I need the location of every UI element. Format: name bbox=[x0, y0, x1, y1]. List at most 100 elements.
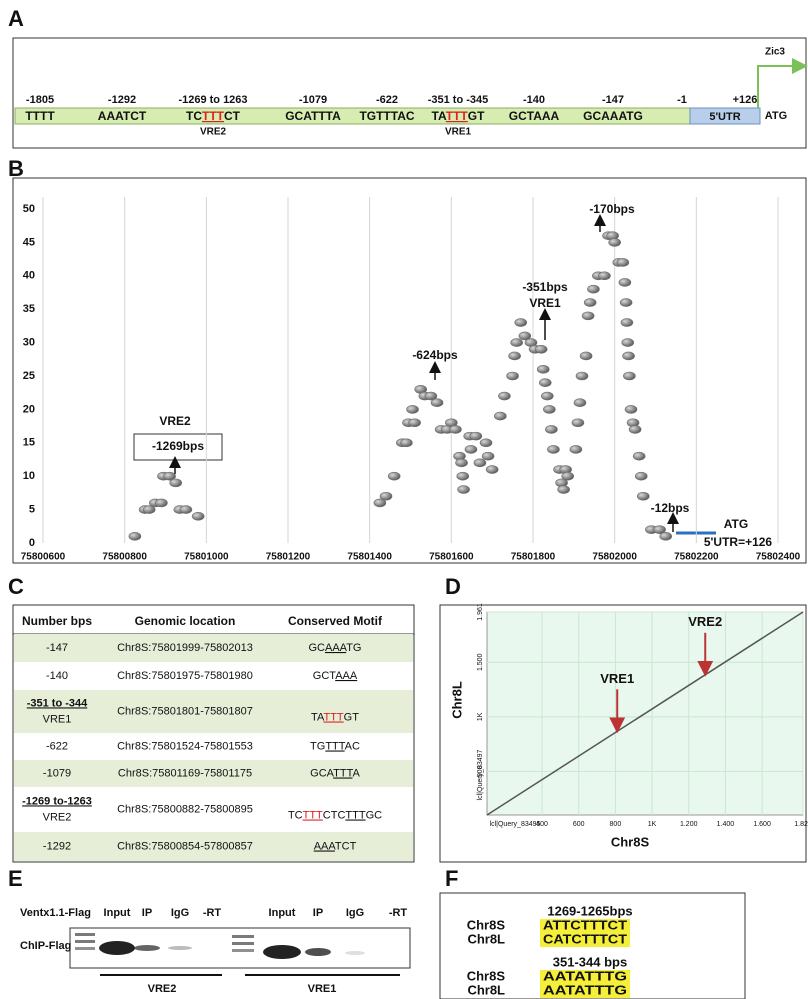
gene-label: Zic3 bbox=[765, 47, 785, 58]
position: -1 bbox=[677, 94, 687, 106]
x-tick-label: 1.600 bbox=[753, 821, 771, 828]
band bbox=[305, 948, 331, 956]
point bbox=[609, 238, 621, 246]
x-tick-label: 75800600 bbox=[21, 552, 66, 563]
ladder-band bbox=[75, 933, 95, 936]
site-name: VRE2 bbox=[200, 127, 227, 138]
point bbox=[407, 405, 419, 413]
band bbox=[99, 941, 135, 955]
cell: GCATTTA bbox=[310, 767, 360, 779]
annotation: VRE2 bbox=[688, 614, 722, 629]
sequence: GCAAATG bbox=[583, 109, 643, 123]
point bbox=[465, 445, 477, 453]
motif-part: TTT bbox=[333, 767, 353, 779]
lane-label: IP bbox=[313, 907, 323, 919]
cell: -147 bbox=[46, 642, 68, 654]
alignment-title: 351-344 bps bbox=[553, 954, 627, 969]
point bbox=[570, 445, 582, 453]
cell: -1292 bbox=[43, 840, 71, 852]
point bbox=[456, 459, 468, 467]
sequence: TGTTTAC bbox=[359, 109, 414, 123]
point bbox=[625, 405, 637, 413]
point bbox=[587, 285, 599, 293]
x-tick-label: 800 bbox=[610, 821, 622, 828]
sequence-part: GCATTTA bbox=[285, 109, 341, 123]
y-tick-label: 1.500 bbox=[477, 653, 484, 671]
point bbox=[170, 479, 182, 487]
cell: GCAAATG bbox=[309, 642, 362, 654]
tss-arrow bbox=[758, 66, 800, 108]
motif-part: GT bbox=[344, 711, 360, 723]
point bbox=[623, 352, 635, 360]
point bbox=[620, 299, 632, 307]
sequence-part: TTT bbox=[202, 109, 225, 123]
point bbox=[619, 278, 631, 286]
point bbox=[480, 439, 492, 447]
row-label: ChIP-Flag bbox=[20, 940, 71, 952]
species-label: Chr8S bbox=[467, 917, 506, 932]
cell: VRE1 bbox=[43, 713, 72, 725]
point bbox=[543, 405, 555, 413]
point bbox=[486, 466, 498, 474]
y-tick-label: 35 bbox=[23, 303, 35, 315]
point bbox=[617, 258, 629, 266]
table-header: Number bps bbox=[22, 614, 92, 628]
sequence: TTTT bbox=[25, 109, 55, 123]
point bbox=[449, 425, 461, 433]
utr-label: 5'UTR bbox=[709, 111, 740, 123]
annotation: VRE2 bbox=[159, 414, 191, 428]
sequence: GCATTTA bbox=[285, 109, 341, 123]
sequence-part: AAATCT bbox=[98, 109, 147, 123]
x-tick-label: 75801000 bbox=[184, 552, 229, 563]
point bbox=[637, 492, 649, 500]
band bbox=[134, 945, 160, 951]
x-tick-label: 75802200 bbox=[674, 552, 719, 563]
point bbox=[539, 379, 551, 387]
point bbox=[129, 532, 141, 540]
y-tick-label: 20 bbox=[23, 403, 35, 415]
x-tick-label: 75800800 bbox=[102, 552, 147, 563]
site-name: VRE1 bbox=[445, 127, 472, 138]
lane-label: -RT bbox=[203, 907, 222, 919]
panel-label: C bbox=[8, 574, 24, 599]
motif-part: AAA bbox=[325, 642, 348, 654]
lane-label: IP bbox=[142, 907, 152, 919]
axis-id: lcl|Query_83497 bbox=[477, 749, 484, 800]
sequence-part: GCAAATG bbox=[583, 109, 643, 123]
lane-label: IgG bbox=[171, 907, 189, 919]
point bbox=[511, 339, 523, 347]
position: -1079 bbox=[299, 94, 327, 106]
motif-part: A bbox=[353, 767, 361, 779]
ladder-band bbox=[75, 940, 95, 943]
cell: TATTTGT bbox=[311, 711, 359, 723]
y-tick-label: 30 bbox=[23, 337, 35, 349]
point bbox=[155, 499, 167, 507]
position: -1269 to 1263 bbox=[178, 94, 247, 106]
species-label: Chr8S bbox=[467, 968, 506, 983]
motif-part: TC bbox=[288, 809, 303, 821]
axis-id: lcl|Query_83495 bbox=[490, 821, 541, 828]
position: -622 bbox=[376, 94, 398, 106]
point bbox=[507, 372, 519, 380]
sequence: TCTTTCT bbox=[186, 109, 241, 123]
cell: -622 bbox=[46, 740, 68, 752]
table-header: Genomic location bbox=[135, 614, 236, 628]
cell: Chr8S:75800882-75800895 bbox=[117, 803, 253, 815]
construct-label: Ventx1.1-Flag bbox=[20, 907, 91, 919]
atg-label: ATG bbox=[765, 110, 787, 122]
x-tick-label: 75802400 bbox=[756, 552, 801, 563]
cell: VRE2 bbox=[43, 811, 72, 823]
cell: Chr8S:75801524-75801553 bbox=[117, 740, 253, 752]
point bbox=[582, 312, 594, 320]
annotation: 5'UTR=+126 bbox=[704, 535, 773, 549]
ladder-band bbox=[75, 947, 95, 950]
logo-sequence: ATTCTTTCT bbox=[543, 917, 627, 932]
point bbox=[629, 425, 641, 433]
species-label: Chr8L bbox=[467, 931, 505, 946]
panel-label: D bbox=[445, 574, 461, 599]
point bbox=[574, 399, 586, 407]
x-axis-label: Chr8S bbox=[611, 834, 650, 849]
cell: -351 to -344 bbox=[27, 697, 88, 709]
annotation: ATG bbox=[724, 517, 748, 531]
motif-part: TCT bbox=[335, 840, 357, 852]
